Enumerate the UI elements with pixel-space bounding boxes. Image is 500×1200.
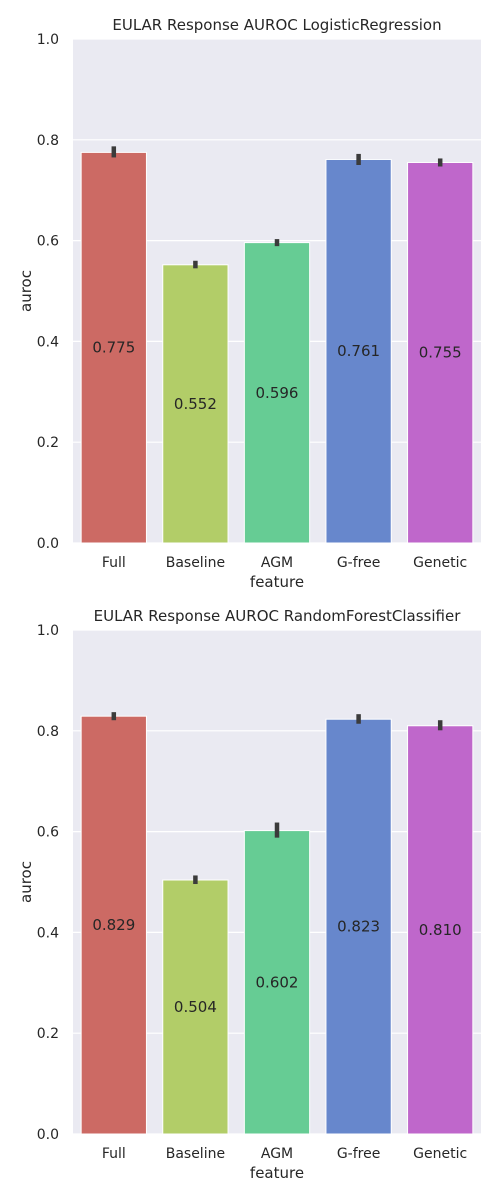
y-tick-label: 0.8 [37,133,59,149]
x-axis-label: feature [250,573,304,591]
x-tick-label: Full [102,1146,126,1162]
bar-baseline [162,264,229,544]
y-axis-label: auroc [17,861,35,903]
y-tick-label: 0.6 [37,234,59,250]
value-label: 0.602 [256,973,299,991]
x-tick-label: Baseline [166,555,225,571]
y-tick-label: 0.0 [37,1127,59,1143]
y-tick-label: 0.4 [37,334,59,350]
chart-panel-1: 0.0 0.2 0.4 0.6 0.8 1.0 0.775 Full 0.552 Baseline… [17,16,481,591]
bar-genetic [407,161,474,544]
x-tick-label: AGM [261,1146,293,1162]
x-tick-label: Genetic [413,555,467,571]
bar-full [80,715,147,1135]
chart-title: EULAR Response AUROC RandomForestClassif… [94,607,462,625]
chart-title: EULAR Response AUROC LogisticRegression [112,16,441,34]
y-tick-label: 0.2 [37,1026,59,1042]
y-axis-label: auroc [17,270,35,312]
bar-agm [243,830,311,1135]
y-tick-label: 0.8 [37,724,59,740]
value-label: 0.761 [337,342,380,360]
x-tick-label: G-free [337,1146,381,1162]
bar-genetic [407,725,474,1135]
value-label: 0.504 [174,998,217,1016]
bar-full [80,151,147,544]
value-label: 0.596 [256,384,299,402]
value-label: 0.810 [419,921,462,939]
y-tick-label: 0.4 [37,925,59,941]
x-tick-label: Genetic [413,1146,467,1162]
x-tick-label: Baseline [166,1146,225,1162]
x-tick-label: G-free [337,555,381,571]
y-tick-label: 0.2 [37,435,59,451]
y-tick-label: 0.0 [37,536,59,552]
value-label: 0.829 [92,916,135,934]
x-tick-label: Full [102,555,126,571]
chart-panel-2: 0.0 0.2 0.4 0.6 0.8 1.0 0.829 Full 0.504 Baseline… [17,607,481,1182]
bar-agm [243,242,311,544]
value-label: 0.755 [419,344,462,362]
x-tick-label: AGM [261,555,293,571]
y-tick-label: 1.0 [37,623,59,639]
bar-baseline [162,879,229,1135]
y-tick-label: 1.0 [37,32,59,48]
bar-g-free [325,718,392,1135]
value-label: 0.552 [174,395,217,413]
value-label: 0.823 [337,918,380,936]
x-axis-label: feature [250,1164,304,1182]
y-tick-label: 0.6 [37,825,59,841]
value-label: 0.775 [92,339,135,357]
